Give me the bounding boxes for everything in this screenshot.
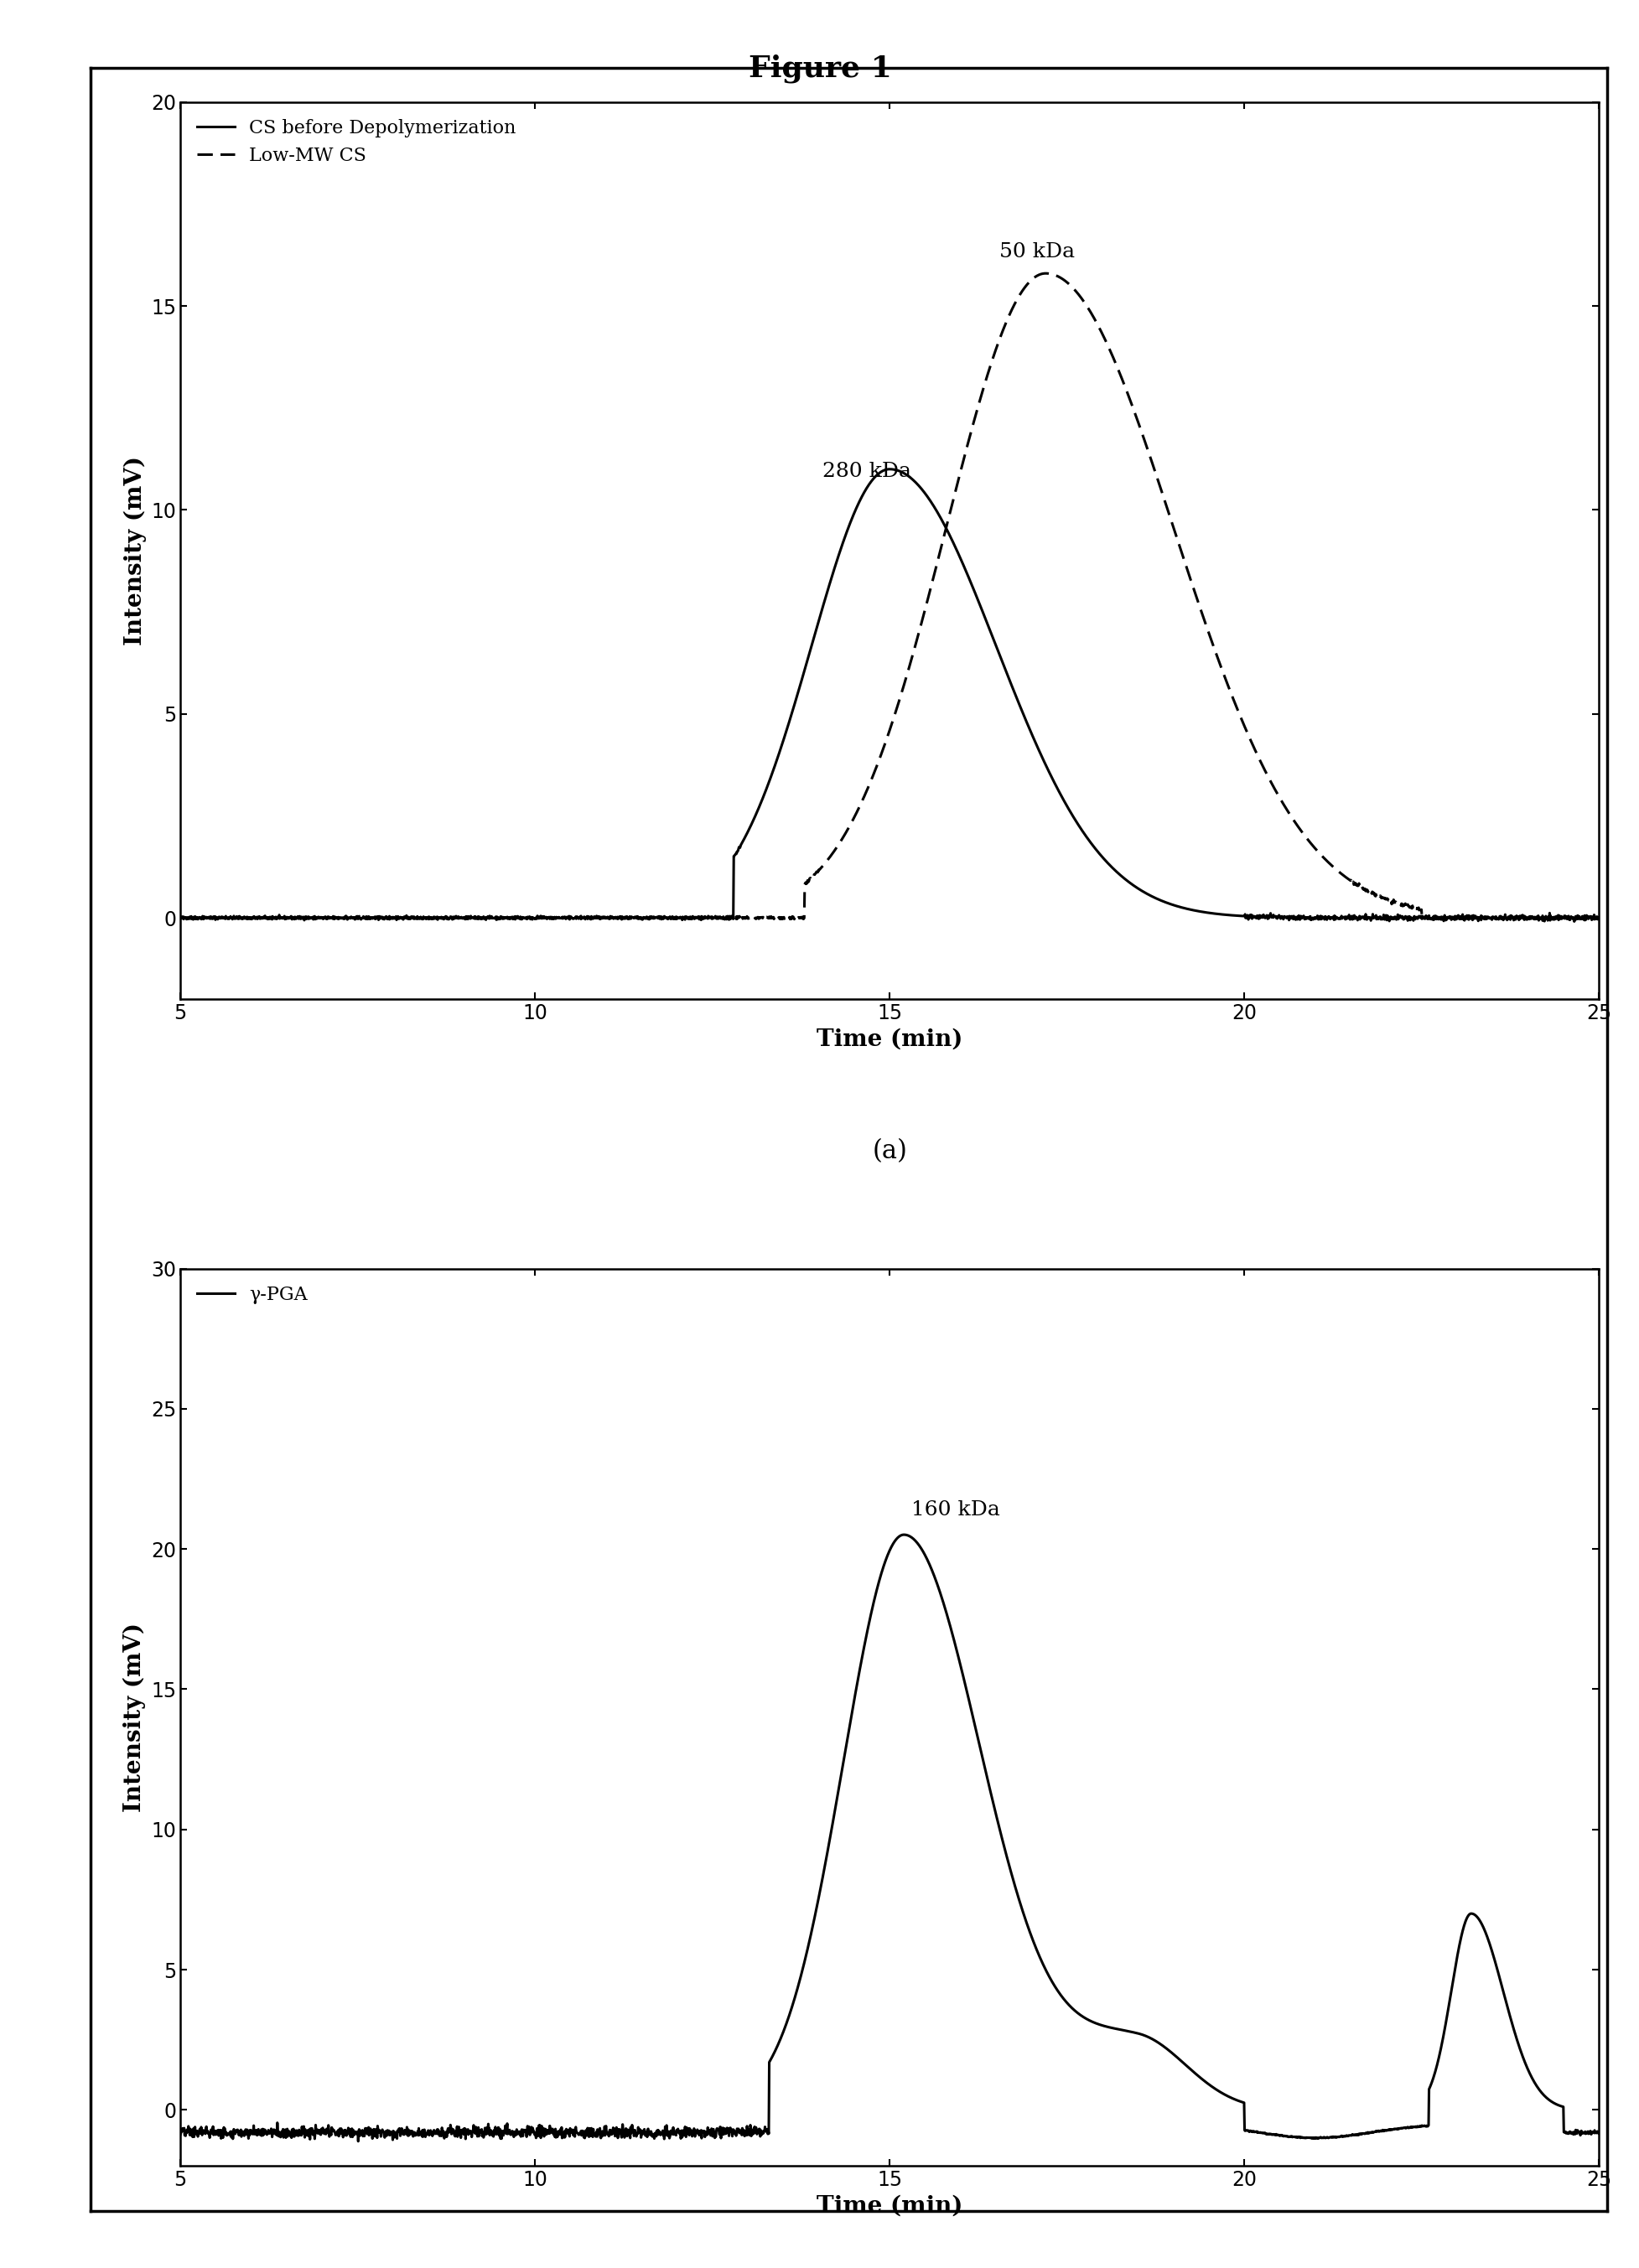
Low-MW CS <box>170 903 190 930</box>
γ-PGA <box>1588 2121 1608 2148</box>
Y-axis label: Intensity (mV): Intensity (mV) <box>123 456 146 646</box>
Low-MW CS <box>1036 261 1056 288</box>
Line: CS before Depolymerization: CS before Depolymerization <box>180 469 1598 921</box>
Legend: CS before Depolymerization, Low-MW CS: CS before Depolymerization, Low-MW CS <box>190 111 523 172</box>
Legend: γ-PGA: γ-PGA <box>190 1277 315 1311</box>
γ-PGA <box>333 2118 352 2146</box>
X-axis label: Time (min): Time (min) <box>816 1027 962 1050</box>
Low-MW CS <box>775 903 795 930</box>
CS before Depolymerization <box>775 719 795 746</box>
CS before Depolymerization <box>1564 907 1583 934</box>
γ-PGA <box>1562 2121 1582 2148</box>
CS before Depolymerization <box>1588 905 1608 932</box>
γ-PGA <box>347 2127 367 2155</box>
Low-MW CS <box>416 905 436 932</box>
CS before Depolymerization <box>1560 905 1580 932</box>
CS before Depolymerization <box>333 905 352 932</box>
γ-PGA <box>416 2121 436 2148</box>
Text: 50 kDa: 50 kDa <box>1000 243 1075 261</box>
Low-MW CS <box>715 905 734 932</box>
CS before Depolymerization <box>170 905 190 932</box>
Line: Low-MW CS: Low-MW CS <box>180 274 1598 921</box>
Text: (a): (a) <box>872 1139 906 1163</box>
CS before Depolymerization <box>715 905 734 932</box>
γ-PGA <box>1408 2114 1428 2141</box>
Low-MW CS <box>1432 907 1452 934</box>
Text: 280 kDa: 280 kDa <box>821 463 911 481</box>
Line: γ-PGA: γ-PGA <box>180 1535 1598 2141</box>
Text: 160 kDa: 160 kDa <box>910 1501 1000 1520</box>
γ-PGA <box>715 2116 734 2143</box>
Y-axis label: Intensity (mV): Intensity (mV) <box>123 1622 146 1812</box>
Low-MW CS <box>1588 905 1608 932</box>
γ-PGA <box>170 2121 190 2148</box>
γ-PGA <box>893 1522 913 1549</box>
CS before Depolymerization <box>416 905 436 932</box>
Text: Figure 1: Figure 1 <box>747 54 892 84</box>
γ-PGA <box>775 2009 795 2037</box>
CS before Depolymerization <box>1408 903 1428 930</box>
X-axis label: Time (min): Time (min) <box>816 2195 962 2218</box>
CS before Depolymerization <box>880 456 900 483</box>
Low-MW CS <box>1562 905 1582 932</box>
Low-MW CS <box>333 905 352 932</box>
Low-MW CS <box>1408 894 1428 921</box>
